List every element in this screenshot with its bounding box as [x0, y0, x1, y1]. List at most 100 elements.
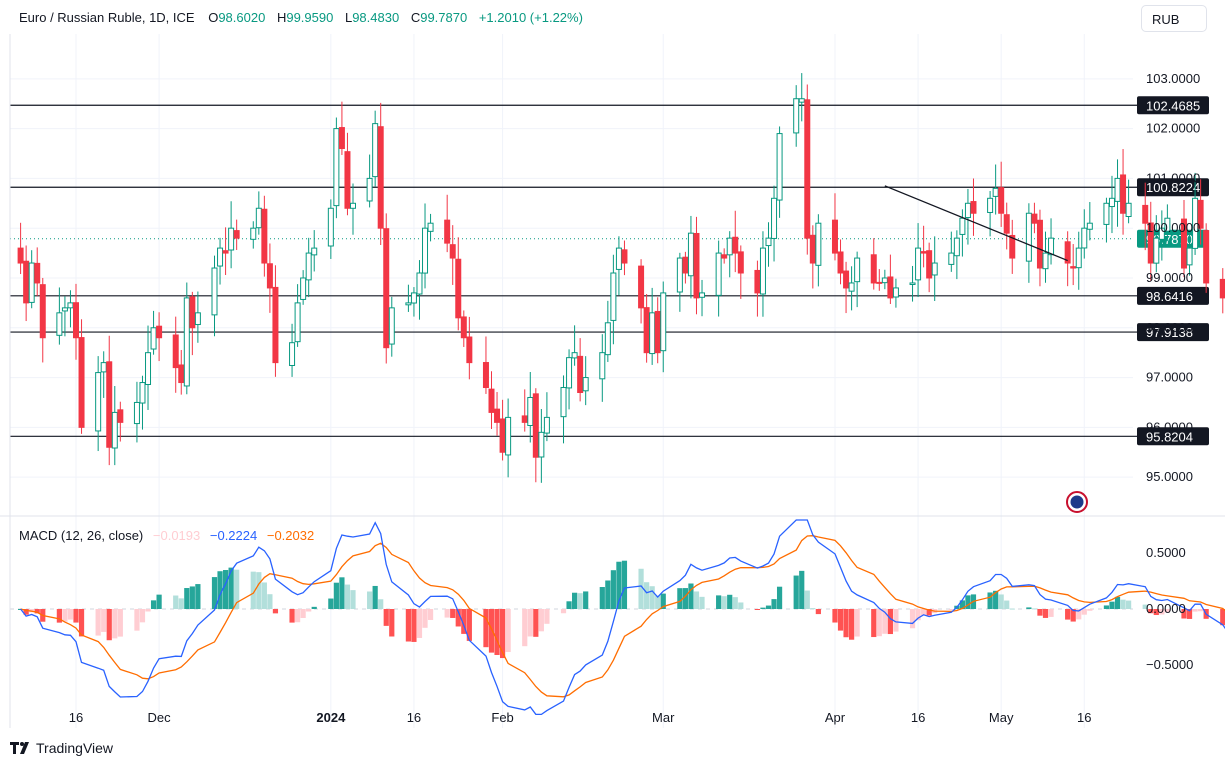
candle-body	[289, 342, 296, 367]
macd-histogram-bar	[815, 609, 821, 615]
candle-body	[366, 177, 373, 202]
macd-signal-line	[20, 535, 1225, 698]
macd-histogram-bar	[993, 590, 999, 609]
macd-histogram-bar	[411, 609, 417, 642]
axes: 103.0000 102.0000 101.0000 100.0000 99.0000 9…	[0, 34, 1225, 728]
time-tick-label: Feb	[491, 710, 513, 725]
candle-body	[150, 327, 157, 350]
macd-histogram-bar	[134, 609, 140, 631]
macd-signal-value: −0.2032	[266, 528, 315, 543]
candle-body	[78, 337, 85, 428]
macd-histogram-bar	[649, 586, 655, 609]
macd-histogram-bar	[871, 609, 877, 638]
macd-histogram-bar	[688, 583, 694, 609]
candle-body	[1192, 197, 1199, 249]
macd-histogram-bar	[1109, 601, 1115, 609]
macd-histogram-bar	[267, 594, 273, 609]
macd-histogram-bar	[383, 609, 389, 626]
candle-body	[521, 415, 528, 423]
candle-body	[798, 98, 805, 103]
macd-histogram-bar	[1192, 609, 1198, 612]
macd-histogram-bar	[948, 609, 954, 610]
candle-body	[1125, 202, 1132, 218]
macd-histogram-bar	[256, 572, 262, 609]
macd-histogram-bar	[101, 609, 107, 632]
symbol-name[interactable]: Euro / Russian Ruble, 1D, ICE	[19, 10, 195, 25]
candle-body	[305, 252, 312, 281]
candle-body	[1153, 237, 1160, 264]
macd-histogram-bar	[887, 609, 893, 635]
macd-histogram-bar	[909, 609, 916, 629]
candle-body	[654, 310, 661, 354]
candle-body	[638, 265, 645, 309]
macd-histogram-bar	[810, 608, 816, 610]
level-price-tag	[1137, 427, 1209, 446]
macd-histogram-bar	[837, 609, 844, 631]
candle-body	[843, 270, 850, 289]
macd-histogram-bar	[378, 599, 384, 609]
candle-body	[848, 282, 855, 292]
macd-tick-label: −0.5000	[1146, 657, 1193, 672]
candle-body	[460, 316, 467, 339]
macd-histogram-bar	[832, 609, 838, 623]
candle-body	[987, 197, 994, 213]
candle-body	[527, 396, 534, 426]
close-label: C	[410, 10, 421, 25]
macd-histogram-bar	[450, 609, 456, 618]
candle-body	[1064, 241, 1071, 264]
candle-body	[1009, 234, 1016, 259]
macd-histogram-bar	[1081, 609, 1087, 615]
candle-body	[920, 251, 927, 254]
candle-body	[61, 307, 68, 312]
macd-histogram-bar	[965, 595, 971, 609]
candle-body	[604, 322, 611, 356]
macd-histogram-bar	[538, 609, 544, 632]
candle-body	[1003, 214, 1010, 234]
candle-body	[1186, 247, 1193, 266]
tradingview-logo[interactable]: TradingView	[10, 740, 113, 756]
candle-body	[422, 227, 429, 274]
high-label: H	[276, 10, 287, 25]
macd-histogram-bar	[117, 609, 123, 637]
macd-histogram-bar	[195, 584, 201, 609]
candle-body	[715, 252, 722, 296]
candle-body	[1197, 199, 1204, 229]
macd-histogram-bar	[599, 587, 605, 609]
candle-body	[931, 262, 938, 276]
macd-histogram-bar	[422, 609, 428, 628]
macd-histogram-bar	[522, 609, 528, 647]
brand-name: TradingView	[36, 740, 114, 756]
macd-pane	[10, 519, 1225, 716]
candle-body	[737, 251, 744, 274]
candle-body	[543, 416, 550, 434]
macd-histogram-bar	[577, 593, 583, 609]
macd-tick-label: 0.5000	[1146, 545, 1186, 560]
candle-body	[344, 151, 351, 209]
candle-body	[1147, 222, 1154, 264]
macd-histogram-bar	[854, 609, 860, 637]
macd-histogram-bar	[62, 609, 68, 622]
macd-line	[20, 519, 1225, 716]
macd-histogram-bar	[444, 609, 450, 618]
candle-body	[887, 276, 894, 299]
candle-body	[194, 312, 201, 326]
macd-histogram-bar	[1048, 609, 1054, 617]
macd-histogram-bar	[893, 609, 899, 632]
macd-histogram-bar	[1076, 609, 1082, 620]
macd-histogram-bar	[333, 582, 339, 609]
candle-body	[765, 237, 772, 247]
candle-body	[416, 272, 423, 295]
candle-body	[892, 287, 899, 298]
macd-title[interactable]: MACD (12, 26, close)	[19, 528, 144, 543]
currency-button[interactable]: RUB	[1141, 5, 1207, 32]
price-tick-label: 101.0000	[1146, 170, 1200, 185]
macd-histogram-bar	[34, 609, 40, 614]
candle-body	[1108, 197, 1115, 208]
low-label: L	[344, 10, 353, 25]
macd-histogram-bar	[1087, 609, 1093, 611]
macd-histogram-bar	[1031, 608, 1038, 610]
candle-body	[39, 284, 46, 339]
level-price-tag	[1137, 178, 1209, 197]
trendline[interactable]	[884, 185, 1068, 262]
candle-body	[793, 98, 800, 134]
